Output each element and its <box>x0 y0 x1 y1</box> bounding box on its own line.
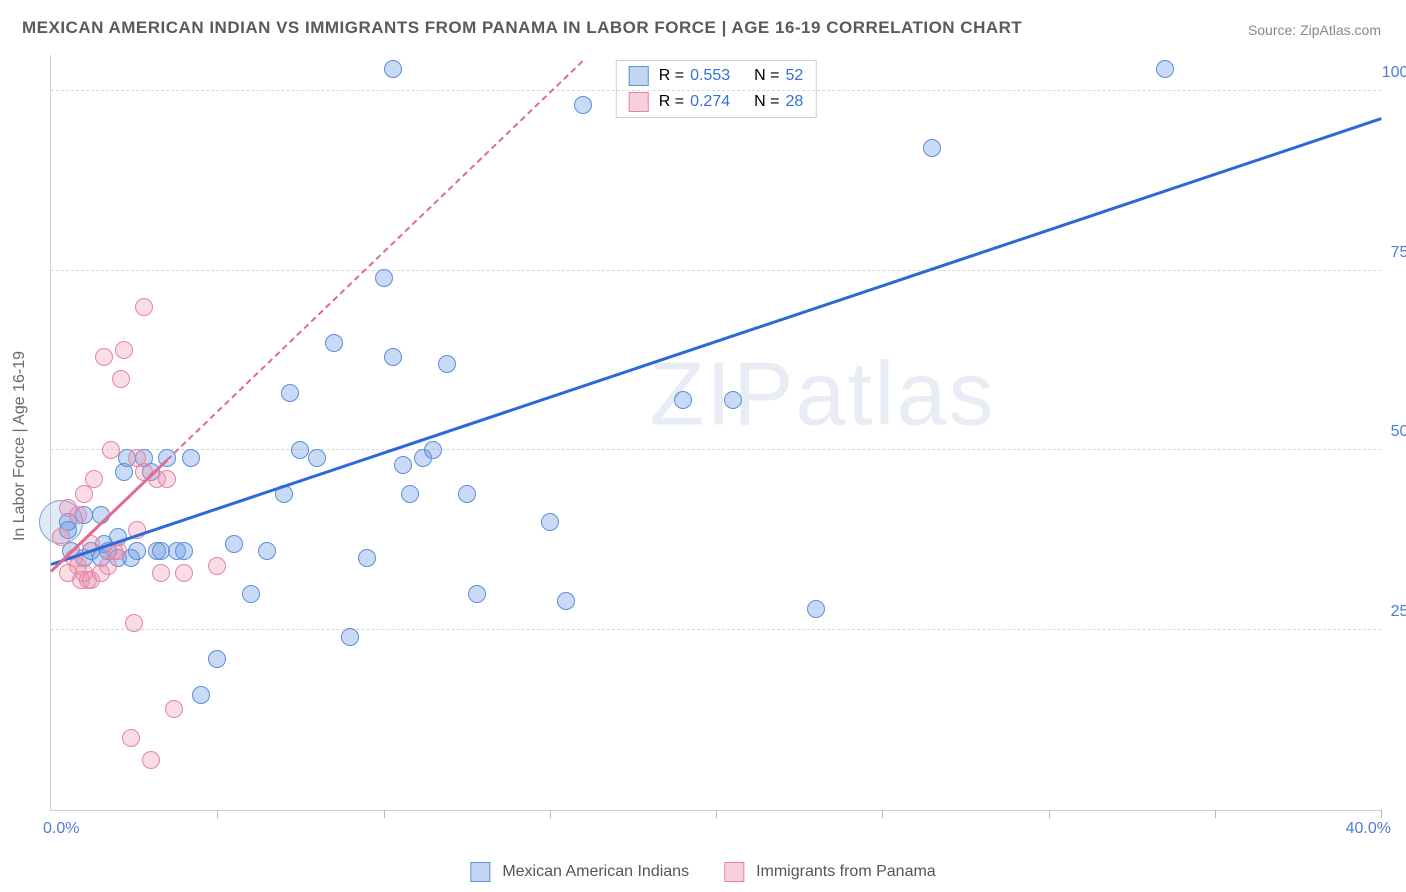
data-point-mai <box>384 348 402 366</box>
n-label: N = <box>754 93 779 111</box>
x-tick <box>882 810 883 818</box>
data-point-pan <box>158 470 176 488</box>
legend-series: Mexican American Indians Immigrants from… <box>470 862 935 882</box>
data-point-mai <box>175 542 193 560</box>
data-point-mai <box>724 391 742 409</box>
y-tick-label: 100.0% <box>1382 64 1406 82</box>
data-point-mai <box>291 441 309 459</box>
trend-line <box>167 60 584 460</box>
r-value: 0.553 <box>690 67 730 85</box>
data-point-mai <box>458 485 476 503</box>
data-point-mai <box>281 384 299 402</box>
source-label: Source: ZipAtlas.com <box>1248 22 1381 38</box>
x-axis-max-label: 40.0% <box>1346 820 1391 838</box>
gridline <box>51 270 1381 271</box>
data-point-pan <box>135 298 153 316</box>
data-point-pan <box>115 341 133 359</box>
data-point-mai <box>574 96 592 114</box>
data-point-mai <box>384 60 402 78</box>
legend-row: R = 0.553 N = 52 <box>617 63 816 89</box>
data-point-pan <box>122 729 140 747</box>
data-point-mai <box>225 535 243 553</box>
data-point-pan <box>85 470 103 488</box>
data-point-mai <box>358 549 376 567</box>
data-point-pan <box>165 700 183 718</box>
x-tick <box>384 810 385 818</box>
x-axis-min-label: 0.0% <box>43 820 79 838</box>
y-tick-label: 25.0% <box>1391 603 1406 621</box>
data-point-mai <box>325 334 343 352</box>
data-point-mai <box>468 585 486 603</box>
data-point-mai <box>192 686 210 704</box>
x-tick <box>1215 810 1216 818</box>
data-point-mai <box>258 542 276 560</box>
watermark-atlas: atlas <box>795 344 995 444</box>
r-value: 0.274 <box>690 93 730 111</box>
data-point-mai <box>401 485 419 503</box>
legend-label: Mexican American Indians <box>502 863 689 881</box>
data-point-mai <box>394 456 412 474</box>
data-point-mai <box>308 449 326 467</box>
data-point-mai <box>375 269 393 287</box>
r-label: R = <box>659 93 684 111</box>
data-point-pan <box>69 506 87 524</box>
data-point-mai <box>341 628 359 646</box>
legend-swatch-icon <box>629 66 649 86</box>
data-point-mai <box>424 441 442 459</box>
x-tick <box>550 810 551 818</box>
chart-plot-area: ZIPatlas R = 0.553 N = 52 R = 0.274 N = … <box>50 55 1381 811</box>
y-tick-label: 50.0% <box>1391 423 1406 441</box>
data-point-pan <box>95 348 113 366</box>
legend-swatch-icon <box>470 862 490 882</box>
legend-row: R = 0.274 N = 28 <box>617 89 816 115</box>
chart-title: MEXICAN AMERICAN INDIAN VS IMMIGRANTS FR… <box>22 18 1022 38</box>
data-point-mai <box>152 542 170 560</box>
legend-swatch-icon <box>629 92 649 112</box>
data-point-mai <box>674 391 692 409</box>
watermark-ip: IP <box>706 344 795 444</box>
n-label: N = <box>754 67 779 85</box>
data-point-mai <box>557 592 575 610</box>
legend-label: Immigrants from Panama <box>756 863 936 881</box>
data-point-pan <box>112 370 130 388</box>
x-tick <box>217 810 218 818</box>
data-point-mai <box>128 542 146 560</box>
y-axis-title: In Labor Force | Age 16-19 <box>11 351 29 541</box>
data-point-pan <box>152 564 170 582</box>
x-tick <box>1049 810 1050 818</box>
data-point-mai <box>807 600 825 618</box>
x-tick <box>1381 810 1382 818</box>
data-point-mai <box>923 139 941 157</box>
gridline <box>51 449 1381 450</box>
legend-swatch-icon <box>724 862 744 882</box>
trend-line <box>51 117 1382 566</box>
data-point-mai <box>242 585 260 603</box>
n-value: 52 <box>785 67 803 85</box>
watermark: ZIPatlas <box>649 343 995 446</box>
gridline <box>51 90 1381 91</box>
data-point-mai <box>541 513 559 531</box>
data-point-pan <box>208 557 226 575</box>
data-point-mai <box>182 449 200 467</box>
gridline <box>51 629 1381 630</box>
data-point-pan <box>175 564 193 582</box>
data-point-pan <box>125 614 143 632</box>
x-tick <box>716 810 717 818</box>
n-value: 28 <box>785 93 803 111</box>
legend-item: Immigrants from Panama <box>724 862 936 882</box>
data-point-mai <box>208 650 226 668</box>
data-point-pan <box>142 751 160 769</box>
data-point-mai <box>1156 60 1174 78</box>
r-label: R = <box>659 67 684 85</box>
data-point-mai <box>438 355 456 373</box>
data-point-pan <box>52 528 70 546</box>
legend-item: Mexican American Indians <box>470 862 689 882</box>
data-point-pan <box>102 441 120 459</box>
y-tick-label: 75.0% <box>1391 244 1406 262</box>
